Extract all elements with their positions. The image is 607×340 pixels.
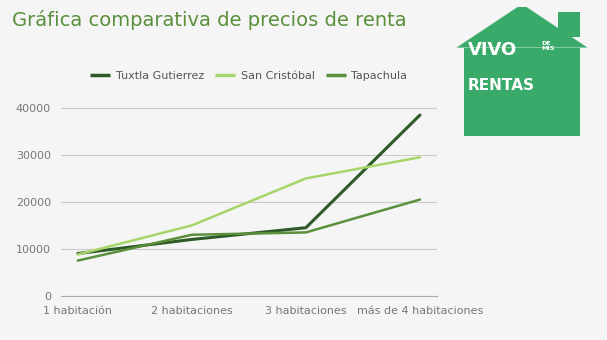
Text: RENTAS: RENTAS <box>468 78 535 92</box>
Legend: Tuxtla Gutierrez, San Cristóbal, Tapachula: Tuxtla Gutierrez, San Cristóbal, Tapachu… <box>86 66 412 85</box>
Text: VIVO: VIVO <box>468 41 517 59</box>
Text: DE
MIS: DE MIS <box>541 41 554 51</box>
Text: Gráfica comparativa de precios de renta: Gráfica comparativa de precios de renta <box>12 10 407 30</box>
FancyBboxPatch shape <box>464 48 580 136</box>
Polygon shape <box>456 4 588 48</box>
FancyBboxPatch shape <box>558 12 580 37</box>
